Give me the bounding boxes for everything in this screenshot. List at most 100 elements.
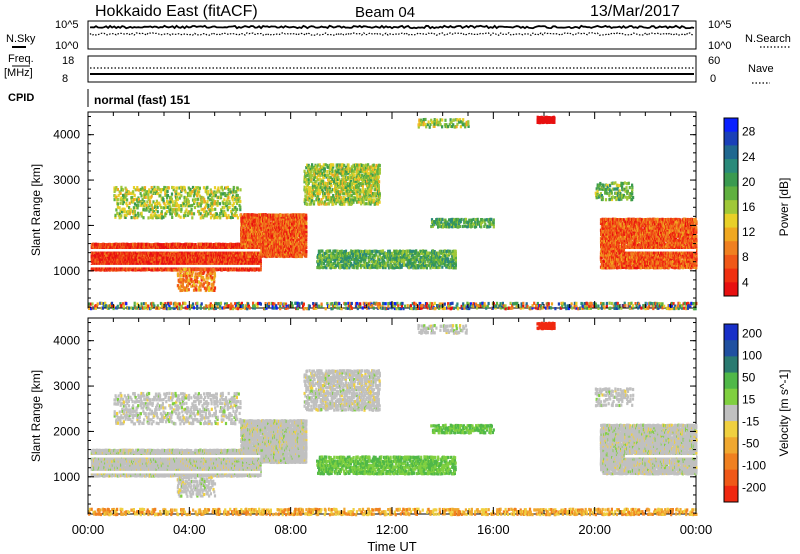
echo-cell	[259, 261, 262, 266]
echo-cell	[236, 186, 239, 190]
echo-cell	[129, 208, 132, 212]
echo-cell	[107, 257, 110, 262]
echo-cell	[273, 248, 276, 252]
echo-cell	[197, 197, 200, 201]
echo-cell	[246, 242, 249, 246]
echo-cell	[130, 216, 133, 220]
echo-cell	[323, 192, 326, 196]
echo-cell	[147, 216, 150, 220]
echo-cell	[274, 223, 277, 227]
noise-panel	[87, 20, 697, 50]
echo-cell	[142, 216, 145, 220]
echo-cell	[289, 235, 292, 239]
echo-cell	[278, 250, 281, 254]
echo-cell	[278, 238, 282, 242]
echo-cell	[292, 235, 295, 239]
echo-cell	[133, 193, 136, 197]
echo-cell	[254, 223, 257, 227]
echo-cell	[181, 246, 184, 251]
echo-cell	[186, 257, 189, 261]
echo-cell	[119, 266, 122, 270]
echo-cell	[275, 215, 278, 219]
echo-cell	[179, 215, 182, 219]
freq-unit: [MHz]	[4, 67, 33, 79]
echo-cell	[330, 184, 333, 188]
echo-cell	[243, 246, 246, 250]
echo-cell	[273, 219, 277, 223]
echo-cell	[260, 224, 263, 228]
nsearch-tick-bottom: 10^0	[708, 40, 732, 52]
echo-cell	[203, 251, 207, 255]
echo-cell	[273, 236, 276, 240]
echo-cell	[126, 265, 129, 270]
echo-cell	[156, 253, 159, 257]
cpid-label: CPID	[8, 92, 34, 104]
echo-cell	[291, 242, 294, 246]
echo-cell	[251, 236, 254, 240]
echo-cell	[112, 255, 115, 259]
echo-cell	[290, 244, 293, 248]
echo-cell	[99, 243, 103, 247]
echo-cell	[233, 261, 236, 265]
echo-cell	[191, 212, 194, 216]
echo-cell	[289, 250, 292, 254]
echo-cell	[207, 212, 210, 216]
echo-cell	[118, 206, 121, 210]
echo-cell	[180, 194, 183, 198]
echo-cell	[323, 167, 326, 171]
beam-label: Beam 04	[355, 4, 415, 21]
echo-cell	[268, 225, 271, 229]
echo-cell	[249, 221, 252, 226]
echo-cell	[198, 186, 201, 190]
echo-cell	[267, 254, 270, 258]
echo-cell	[203, 200, 206, 204]
echo-cell	[160, 210, 163, 214]
echo-cell	[279, 252, 282, 256]
echo-cell	[277, 223, 280, 227]
echo-cell	[126, 198, 129, 202]
echo-cell	[271, 240, 274, 244]
cpid-value: normal (fast) 151	[94, 93, 190, 107]
echo-cell	[259, 234, 262, 238]
echo-cell	[203, 255, 206, 259]
echo-cell	[261, 221, 264, 225]
echo-cell	[143, 257, 146, 261]
echo-cell	[170, 192, 174, 196]
echo-cell	[270, 234, 273, 238]
echo-cell	[240, 262, 243, 266]
echo-cell	[276, 217, 279, 221]
echo-cell	[149, 200, 152, 204]
echo-cell	[175, 208, 178, 212]
echo-cell	[241, 242, 244, 246]
echo-cell	[206, 185, 209, 189]
echo-cell	[239, 205, 242, 209]
echo-cell	[216, 199, 219, 203]
echo-cell	[128, 201, 131, 205]
echo-cell	[92, 244, 95, 249]
echo-cell	[191, 216, 194, 220]
echo-cell	[221, 188, 224, 192]
echo-cell	[215, 212, 218, 216]
echo-cell	[116, 202, 119, 206]
echo-cell	[116, 198, 119, 202]
echo-cell	[242, 227, 245, 231]
echo-cell	[224, 253, 227, 257]
echo-cell	[126, 251, 129, 255]
echo-cell	[233, 266, 236, 270]
echo-cell	[218, 202, 222, 206]
echo-cell	[256, 252, 260, 256]
echo-cell	[219, 216, 222, 220]
echo-cell	[207, 203, 210, 207]
echo-cell	[140, 194, 143, 198]
echo-cell	[236, 207, 239, 211]
echo-cell	[237, 247, 240, 251]
echo-cell	[262, 215, 265, 219]
echo-cell	[279, 217, 282, 222]
echo-cell	[239, 213, 242, 217]
echo-cell	[271, 219, 274, 223]
echo-cell	[123, 207, 126, 211]
echo-cell	[94, 253, 97, 257]
echo-cell	[230, 251, 233, 255]
echo-cell	[238, 196, 241, 200]
